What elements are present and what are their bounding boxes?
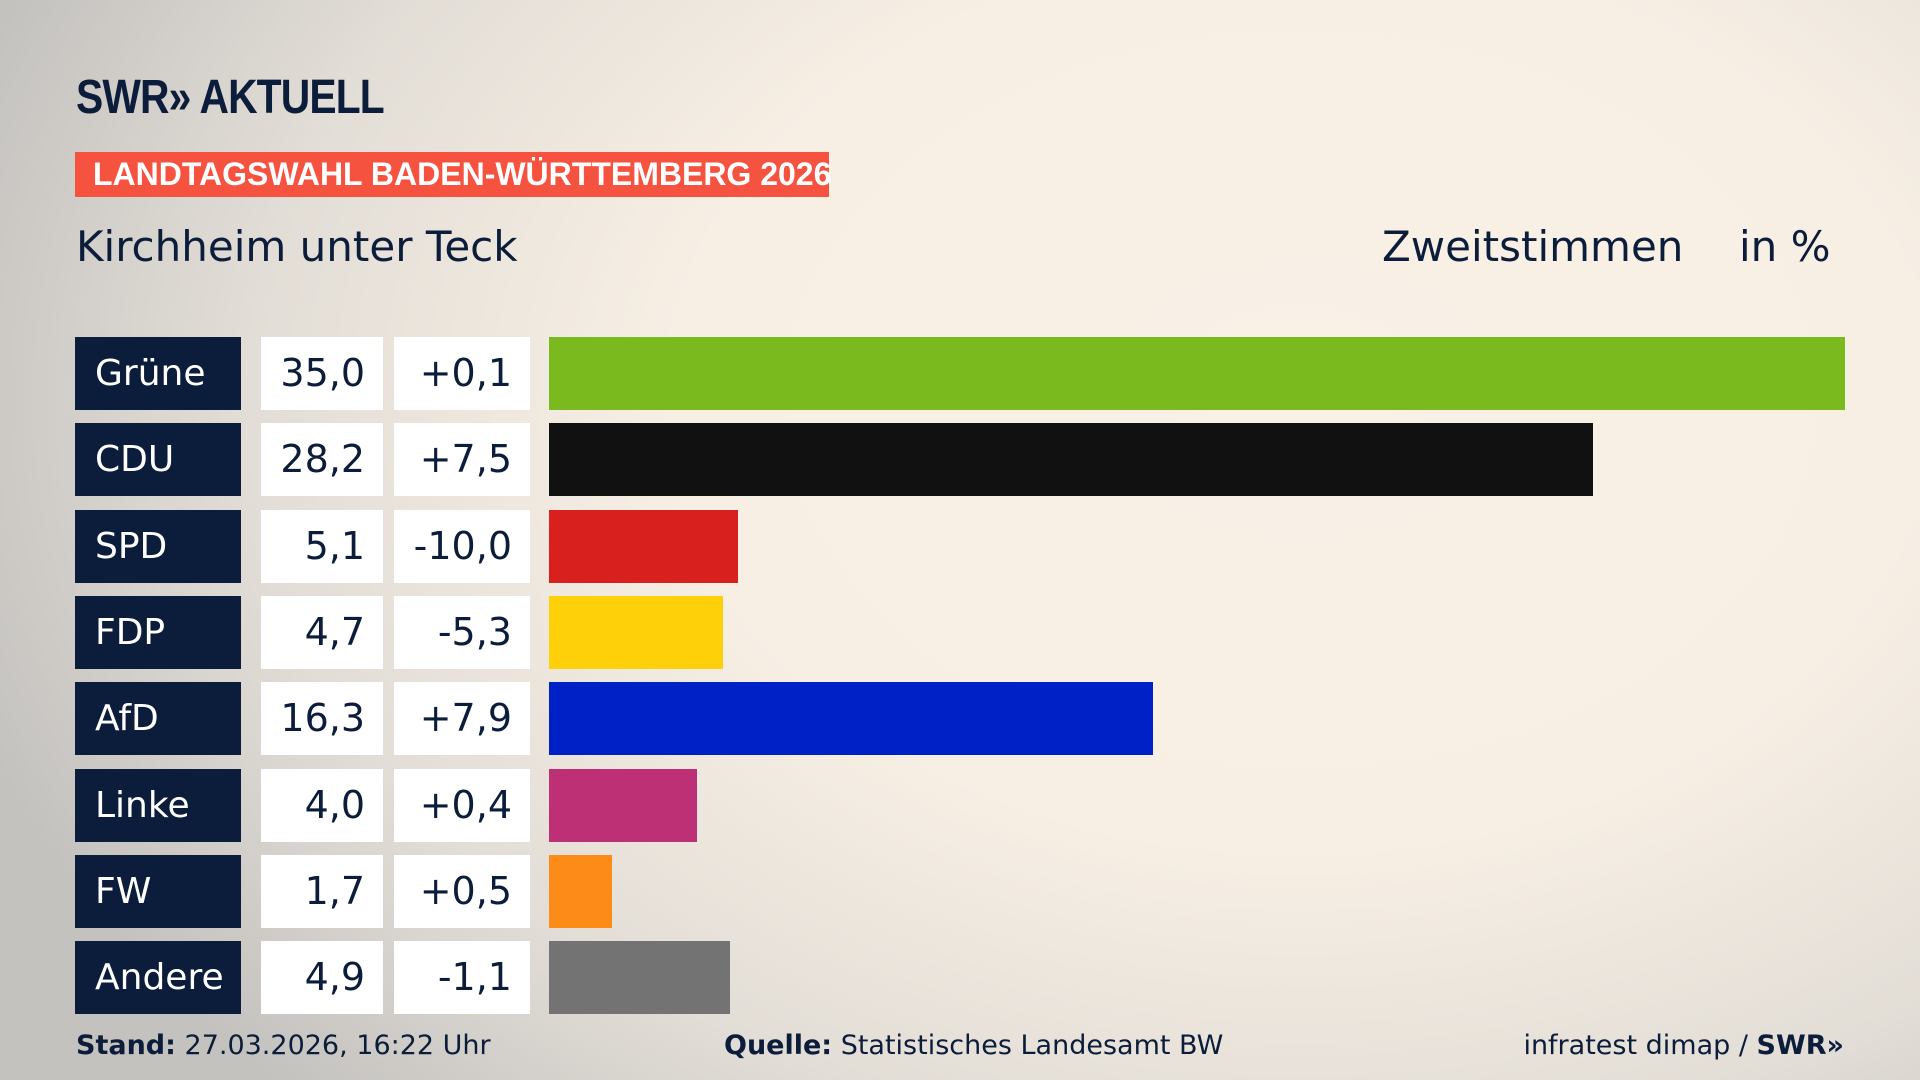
party-label: Andere [75, 941, 241, 1015]
stand-value: 27.03.2026, 16:22 Uhr [184, 1030, 491, 1061]
constituency-title: Kirchheim unter Teck [76, 222, 518, 271]
swr-logo-small: SWR» [1756, 1030, 1844, 1061]
value-label: 4,0 [261, 768, 383, 842]
value-label: 35,0 [261, 337, 383, 410]
party-label: Grüne [75, 337, 241, 410]
source-value: Statistisches Landesamt BW [840, 1030, 1224, 1061]
unit-label: in % [1739, 222, 1831, 271]
diff-label: +0,1 [394, 337, 530, 410]
source: Quelle: Statistisches Landesamt BW [724, 1030, 1223, 1061]
diff-label: -1,1 [394, 941, 530, 1015]
party-label: FW [75, 854, 241, 928]
result-row: FW 1,7 +0,5 [0, 854, 1920, 928]
value-label: 4,7 [261, 595, 383, 669]
value-label: 16,3 [261, 682, 383, 756]
result-row: FDP 4,7 -5,3 [0, 595, 1920, 669]
timestamp: Stand: 27.03.2026, 16:22 Uhr [76, 1030, 491, 1061]
party-label: AfD [75, 682, 241, 756]
party-label: SPD [75, 509, 241, 583]
result-row: Andere 4,9 -1,1 [0, 941, 1920, 1015]
bar-andere [549, 941, 731, 1015]
credit: infratest dimap / SWR» [1523, 1030, 1844, 1061]
bar-fdp [549, 595, 724, 669]
diff-label: +7,9 [394, 682, 530, 756]
result-row: SPD 5,1 -10,0 [0, 509, 1920, 583]
vote-type-label: Zweitstimmen [1382, 222, 1684, 271]
stand-label: Stand: [76, 1030, 176, 1061]
value-label: 1,7 [261, 854, 383, 928]
bar-afd [549, 682, 1153, 756]
bar-fw [549, 854, 612, 928]
result-row: CDU 28,2 +7,5 [0, 423, 1920, 497]
swr-aktuell-logo: SWR» AKTUELL [76, 71, 385, 124]
bar-cdu [549, 423, 1594, 497]
diff-label: -10,0 [394, 509, 530, 583]
party-label: FDP [75, 595, 241, 669]
diff-label: +7,5 [394, 423, 530, 497]
party-label: Linke [75, 768, 241, 842]
credit-text: infratest dimap / [1523, 1030, 1757, 1061]
source-label: Quelle: [724, 1030, 833, 1061]
result-row: Grüne 35,0 +0,1 [0, 337, 1920, 410]
diff-label: +0,4 [394, 768, 530, 842]
bar-spd [549, 509, 738, 583]
value-label: 4,9 [261, 941, 383, 1015]
result-row: Linke 4,0 +0,4 [0, 768, 1920, 842]
election-kicker: LANDTAGSWAHL BADEN-WÜRTTEMBERG 2026 [75, 152, 831, 197]
diff-label: -5,3 [394, 595, 530, 669]
bar-linke [549, 768, 698, 842]
result-row: AfD 16,3 +7,9 [0, 682, 1920, 756]
party-label: CDU [75, 423, 241, 497]
value-label: 28,2 [261, 423, 383, 497]
value-label: 5,1 [261, 509, 383, 583]
bar-grüne [549, 337, 1845, 410]
diff-label: +0,5 [394, 854, 530, 928]
